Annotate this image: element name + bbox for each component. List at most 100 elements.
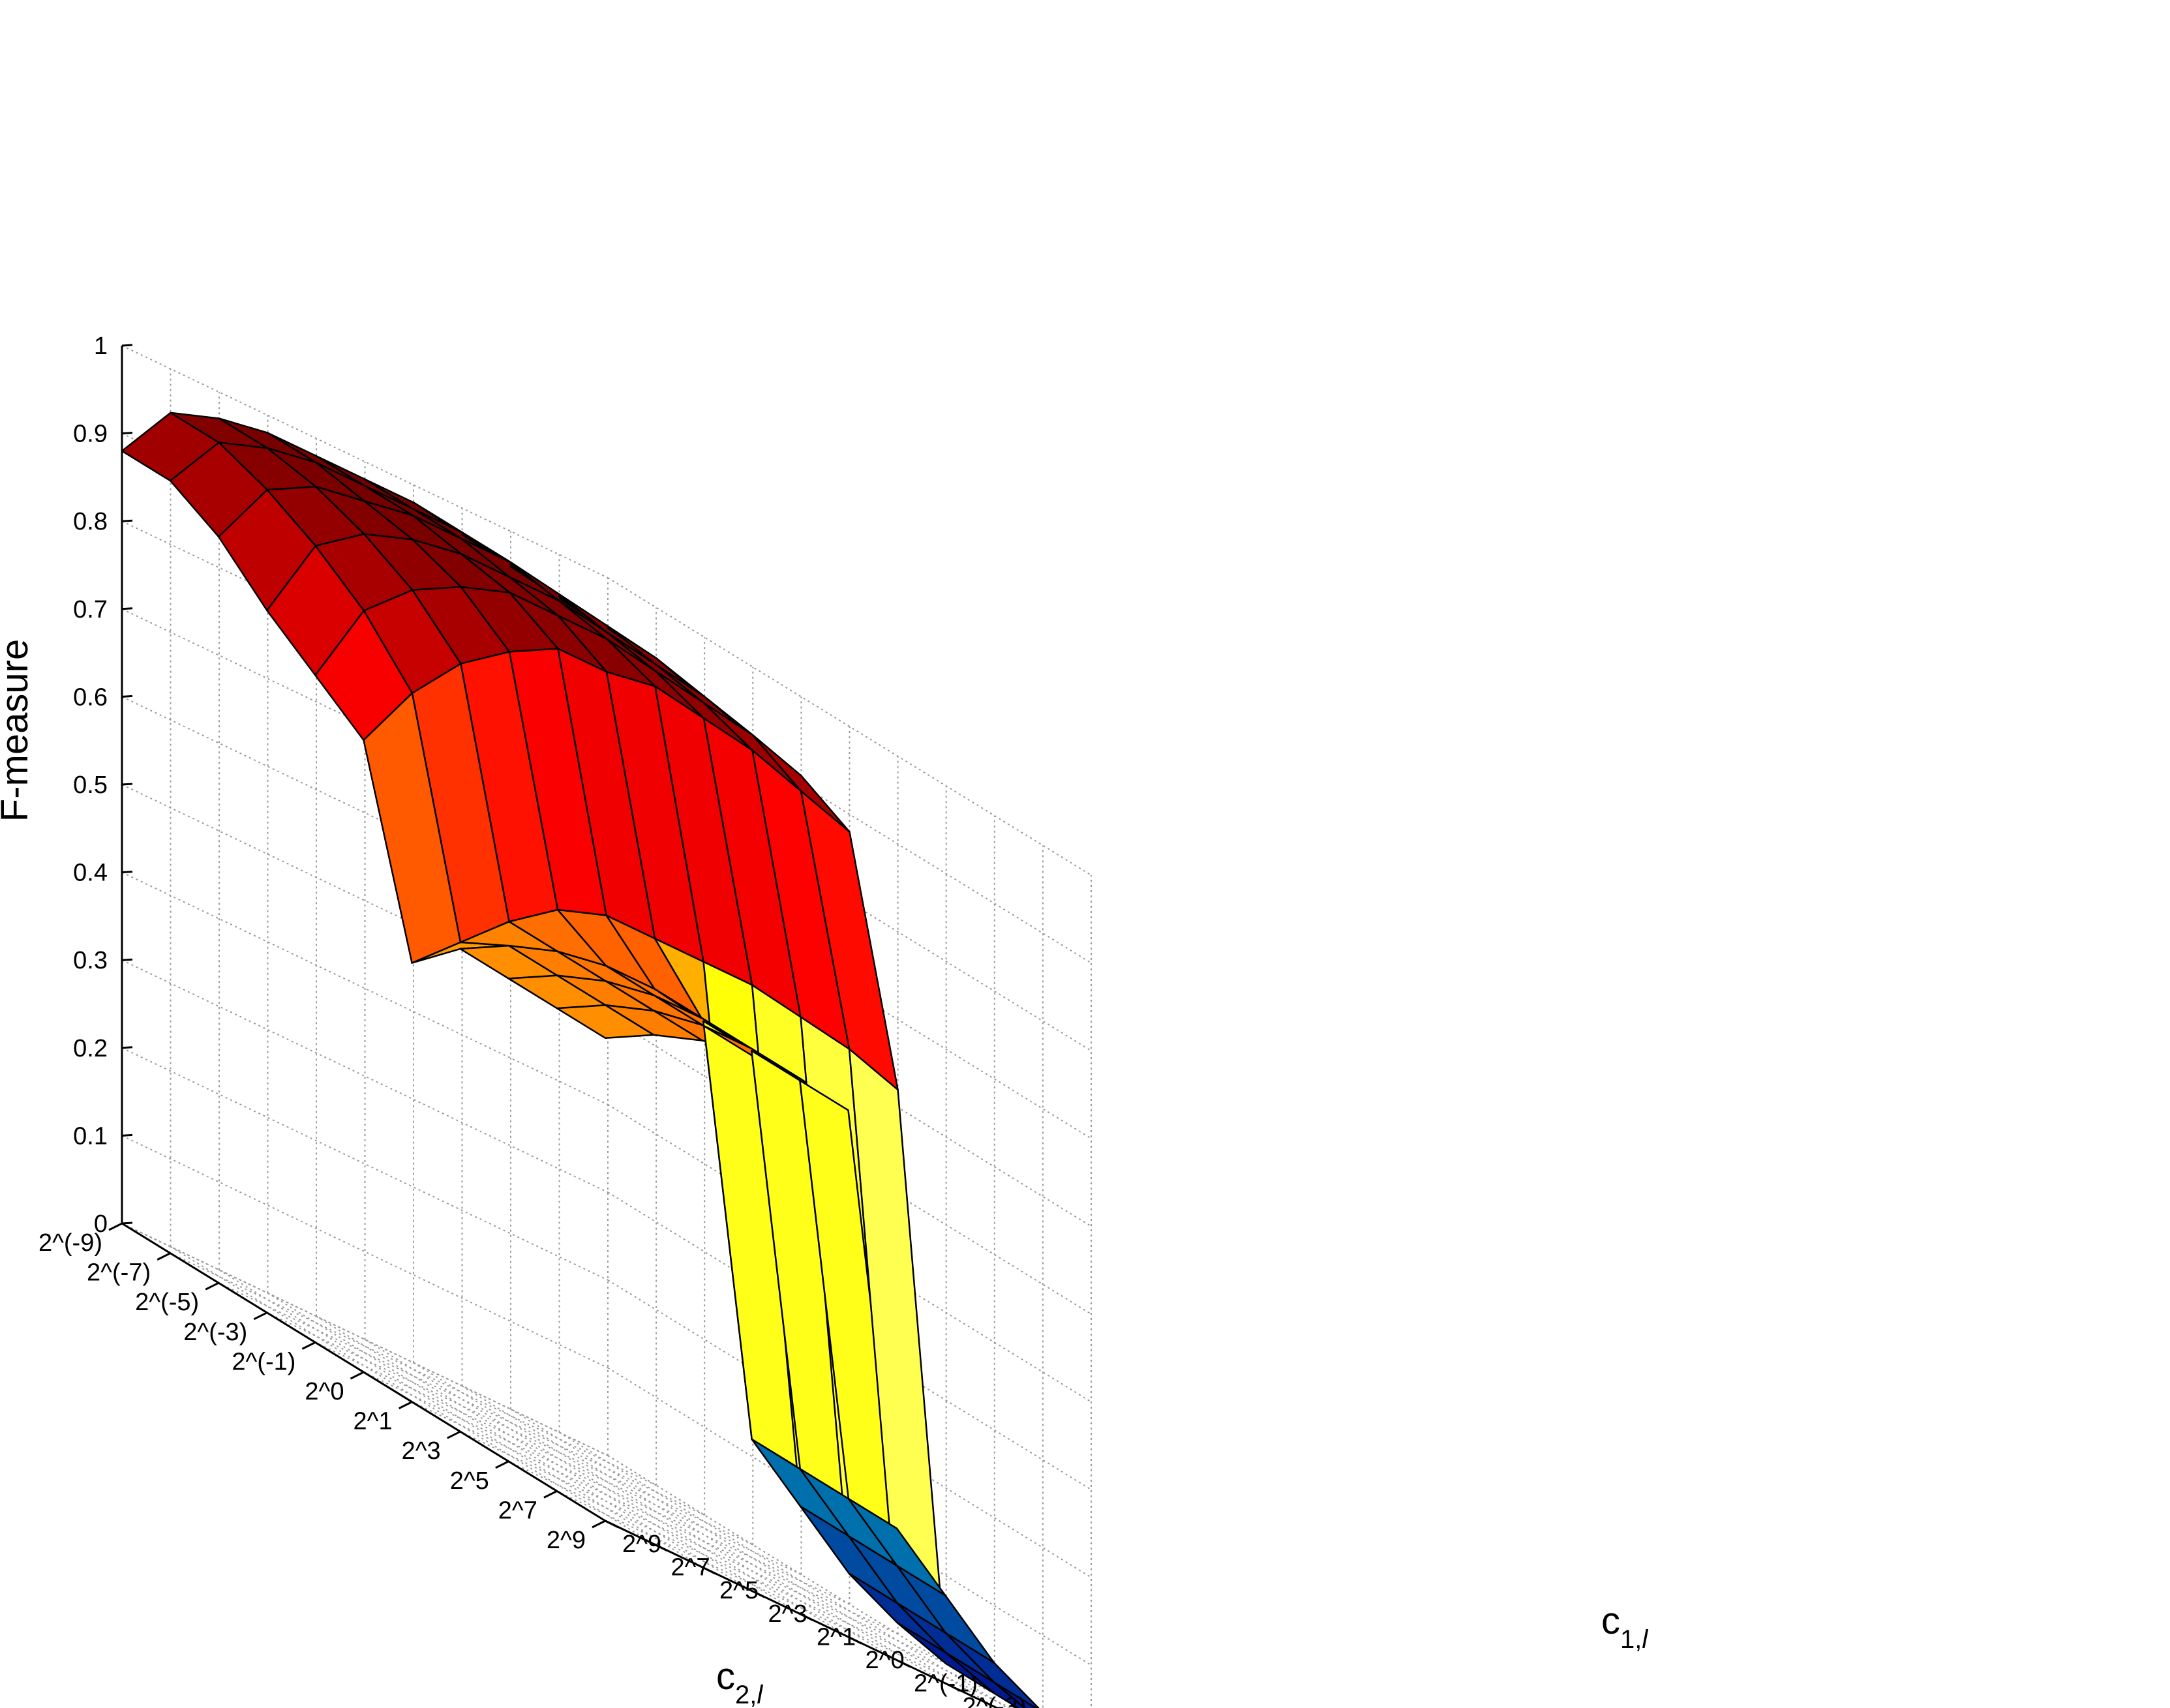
y-tick-mark [543,1490,558,1499]
grid-line [170,1252,657,1486]
grid-line [218,1282,705,1516]
y-tick-label: 2^7 [498,1497,537,1524]
grid-line [170,1246,655,1545]
z-tick-mark [121,871,133,874]
grid-line [121,1135,609,1369]
grid-line [121,871,609,1105]
z-tick-label: 0 [94,1210,108,1238]
grid-line [508,1460,995,1694]
grid-line [314,1341,802,1576]
x-tick-label: 2^(-3) [963,1693,1027,1708]
x-tick-label: 2^9 [622,1531,661,1558]
grid-line [363,1371,850,1605]
x-axis-title-sub: 1, [1620,1625,1642,1654]
grid-line [412,1401,899,1635]
x-tick-mark [847,1636,862,1645]
grid-line [266,1311,753,1546]
x-axis-title-main: c [1601,1600,1620,1642]
z-tick-label: 0.2 [73,1035,108,1062]
grid-line [607,1191,1092,1491]
grid-line [607,1455,1019,1708]
grid-line [267,1292,752,1591]
z-tick-mark [121,607,133,610]
surface-patch [993,1681,1038,1708]
z-tick-label: 0.1 [73,1122,108,1150]
y-tick-mark [108,1222,123,1231]
y-tick-label: 2^9 [547,1527,586,1554]
y-tick-label: 2^(-7) [87,1259,151,1287]
grid-line [607,1279,1092,1578]
y-tick-mark [447,1430,461,1439]
y-tick-label: 2^1 [353,1408,392,1435]
x-axis-title: c1,l [1601,1600,1648,1654]
grid-line [121,1223,609,1456]
y-tick-mark [495,1460,509,1469]
x-tick-label: 2^3 [768,1600,807,1628]
z-tick-mark [121,519,133,522]
y-tick-mark [592,1520,606,1529]
z-tick-label: 0.8 [73,508,108,535]
y-axis-title-main: c [716,1655,735,1698]
grid-line [556,1490,1013,1708]
z-tick-label: 0.5 [73,772,108,799]
x-tick-mark [896,1659,911,1668]
grid-line [121,959,609,1193]
y-axis-title-sub: 2, [735,1681,757,1708]
grid-line [121,1047,609,1281]
grid-line [413,1362,897,1661]
y-tick-mark [398,1401,413,1409]
z-axis-title: F-measure [0,639,36,822]
y-tick-mark [205,1281,219,1291]
z-tick-label: 0.9 [73,421,108,448]
y-tick-mark [350,1371,365,1380]
grid-line [219,1269,703,1568]
x-tick-label: 2^(-1) [914,1670,978,1698]
x-tick-label: 2^5 [719,1577,759,1604]
grid-line [121,345,609,578]
y-tick-mark [157,1252,171,1261]
grid-line [607,1103,1092,1403]
x-tick-mark [799,1613,813,1621]
y-tick-mark [301,1341,316,1350]
grid-line [607,1016,1092,1315]
grid-line [607,577,1092,876]
y-tick-label: 2^5 [450,1467,489,1495]
surface [121,412,1040,1708]
x-tick-mark [944,1682,959,1691]
x-tick-label: 2^1 [817,1623,856,1651]
y-tick-mark [253,1311,267,1321]
grid-line [461,1385,946,1685]
grid-line [316,1315,800,1615]
grid-line [364,1339,849,1638]
z-tick-label: 0.7 [73,596,108,623]
z-tick-mark [121,695,133,698]
z-tick-label: 0.6 [73,683,108,711]
grid-line [460,1431,947,1665]
z-tick-mark [121,344,133,347]
y-tick-label: 2^(-3) [183,1319,247,1346]
z-tick-mark [121,1046,133,1049]
z-tick-label: 1 [94,333,108,360]
grid-line [607,1367,1092,1666]
tick-labels: 0 0.1 0.2 0.3 0.4 0.5 0.6 0.7 0.8 0.9 1 2^(-9)2^(-7… [38,333,1027,1708]
y-tick-label: 2^(-5) [135,1289,199,1316]
z-tick-label: 0.3 [73,947,108,974]
y-tick-label: 2^3 [402,1437,441,1465]
z-tick-mark [121,783,133,786]
z-tick-mark [121,432,133,435]
grid-line [510,1408,995,1707]
y-axis-title-italic: l [757,1681,763,1708]
x-tick-mark [993,1705,999,1708]
z-tick-mark [121,958,133,961]
x-tick-label: 2^0 [866,1647,905,1674]
y-tick-label: 2^0 [305,1378,344,1405]
y-tick-label: 2^(-1) [232,1348,295,1375]
x-tick-mark [653,1543,668,1551]
x-tick-mark [605,1520,619,1529]
x-tick-mark [750,1589,765,1598]
y-tick-label: 2^(-9) [38,1229,102,1257]
x-axis-title-italic: l [1642,1625,1648,1654]
z-tick-label: 0.4 [73,860,108,887]
y-axis-title: c2,l [716,1655,763,1708]
